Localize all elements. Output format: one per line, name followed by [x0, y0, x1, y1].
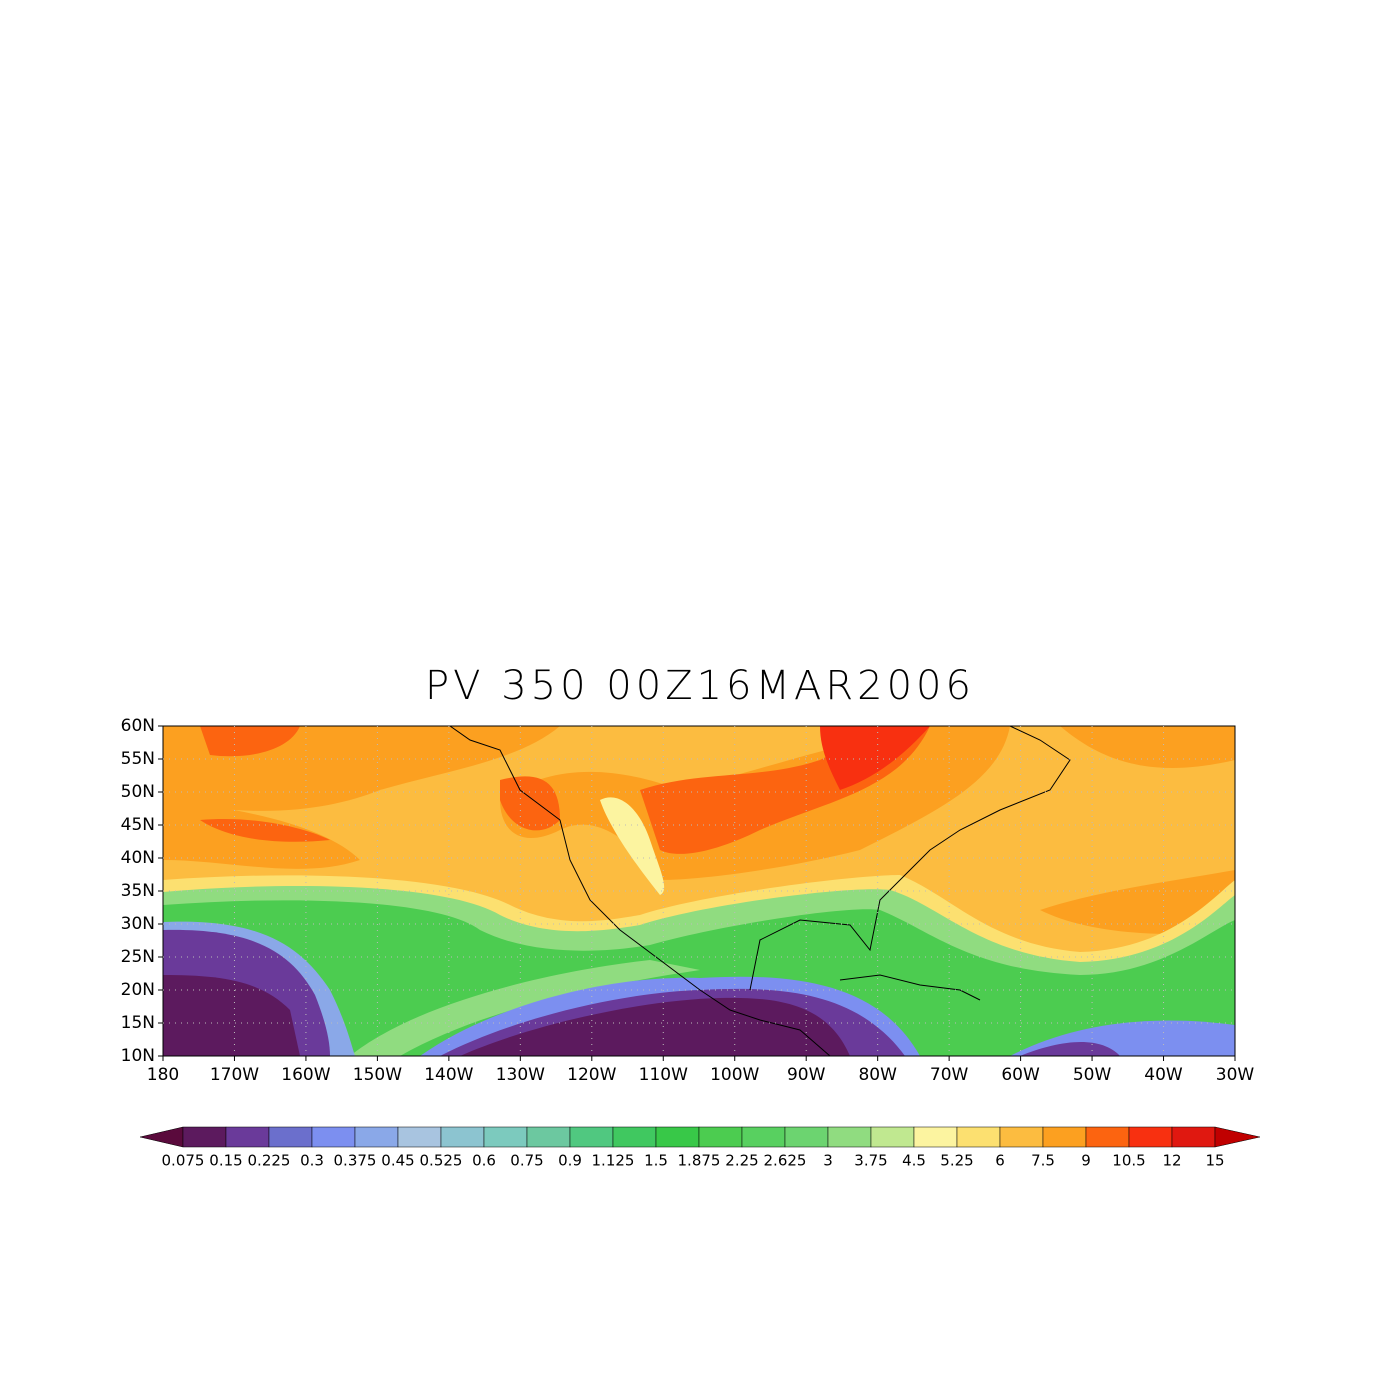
lon-label: 170W [210, 1065, 259, 1085]
colorbar-box [612, 1126, 657, 1148]
lat-label: 50N [121, 782, 155, 802]
colorbar-label: 0.525 [420, 1152, 463, 1170]
lon-label: 150W [353, 1065, 402, 1085]
colorbar-label: 2.625 [764, 1152, 807, 1170]
colorbar-label: 4.5 [902, 1152, 926, 1170]
colorbar-box [483, 1126, 528, 1148]
colorbar-box [440, 1126, 485, 1148]
colorbar-label: 1.5 [644, 1152, 668, 1170]
colorbar-label: 9 [1081, 1152, 1091, 1170]
colorbar-label: 0.075 [162, 1152, 205, 1170]
lon-label: 90W [787, 1065, 826, 1085]
colorbar-label: 10.5 [1112, 1152, 1145, 1170]
colorbar-label: 0.6 [472, 1152, 496, 1170]
colorbar-box [956, 1126, 1001, 1148]
colorbar-label: 5.25 [940, 1152, 973, 1170]
lat-label: 45N [121, 815, 155, 835]
lon-label: 60W [1001, 1065, 1040, 1085]
colorbar-box [569, 1126, 614, 1148]
colorbar-arrow [1214, 1126, 1261, 1148]
colorbar-box [741, 1126, 786, 1148]
lat-label: 40N [121, 848, 155, 868]
colorbar-box [526, 1126, 571, 1148]
lon-label: 30W [1216, 1065, 1255, 1085]
colorbar-box [698, 1126, 743, 1148]
colorbar-box [1171, 1126, 1216, 1148]
lat-label: 60N [121, 716, 155, 736]
colorbar-box [182, 1126, 227, 1148]
lon-label: 110W [639, 1065, 688, 1085]
colorbar-label: 6 [995, 1152, 1005, 1170]
lat-label: 15N [121, 1013, 155, 1033]
lon-label: 50W [1073, 1065, 1112, 1085]
colorbar-box [1085, 1126, 1130, 1148]
colorbar: 0.075 0.15 0.225 0.3 0.375 0.45 0.525 0.6 0.75 0.… [139, 1126, 1261, 1170]
colorbar-box [225, 1126, 270, 1148]
lon-label: 70W [930, 1065, 969, 1085]
lon-label: 120W [567, 1065, 616, 1085]
colorbar-arrow [139, 1126, 184, 1148]
colorbar-label: 7.5 [1031, 1152, 1055, 1170]
colorbar-label: 0.225 [248, 1152, 291, 1170]
lat-label: 30N [121, 914, 155, 934]
colorbar-box [1128, 1126, 1173, 1148]
lon-label: 180 [147, 1065, 179, 1085]
colorbar-label: 3.75 [854, 1152, 887, 1170]
colorbar-box [827, 1126, 872, 1148]
map-title: PV 350 00Z16MAR2006 [425, 663, 975, 709]
colorbar-label: 1.875 [678, 1152, 721, 1170]
colorbar-label: 1.125 [592, 1152, 635, 1170]
pv-field [163, 726, 1235, 1056]
colorbar-box [311, 1126, 356, 1148]
colorbar-box [397, 1126, 442, 1148]
colorbar-label: 0.3 [300, 1152, 324, 1170]
colorbar-label: 2.25 [725, 1152, 758, 1170]
colorbar-label: 0.9 [558, 1152, 582, 1170]
colorbar-box [268, 1126, 313, 1148]
lat-label: 20N [121, 980, 155, 1000]
colorbar-label: 0.45 [381, 1152, 414, 1170]
lat-label: 10N [121, 1046, 155, 1066]
colorbar-label: 0.75 [510, 1152, 543, 1170]
colorbar-box [1042, 1126, 1087, 1148]
colorbar-box [354, 1126, 399, 1148]
axes: 180 170W 160W 150W 140W 130W 120W 110W 100W 90W 80… [121, 716, 1255, 1085]
colorbar-box [913, 1126, 958, 1148]
lat-label: 55N [121, 749, 155, 769]
lon-label: 100W [710, 1065, 759, 1085]
lon-label: 160W [281, 1065, 330, 1085]
colorbar-box [999, 1126, 1044, 1148]
lon-label: 80W [858, 1065, 897, 1085]
colorbar-label: 0.15 [209, 1152, 242, 1170]
colorbar-label: 3 [823, 1152, 833, 1170]
lon-label: 130W [496, 1065, 545, 1085]
colorbar-box [655, 1126, 700, 1148]
colorbar-label: 0.375 [334, 1152, 377, 1170]
colorbar-label: 12 [1162, 1152, 1181, 1170]
lat-label: 35N [121, 881, 155, 901]
lat-label: 25N [121, 947, 155, 967]
lon-label: 40W [1144, 1065, 1183, 1085]
colorbar-box [870, 1126, 915, 1148]
lon-label: 140W [424, 1065, 473, 1085]
colorbar-label: 15 [1205, 1152, 1224, 1170]
colorbar-box [784, 1126, 829, 1148]
